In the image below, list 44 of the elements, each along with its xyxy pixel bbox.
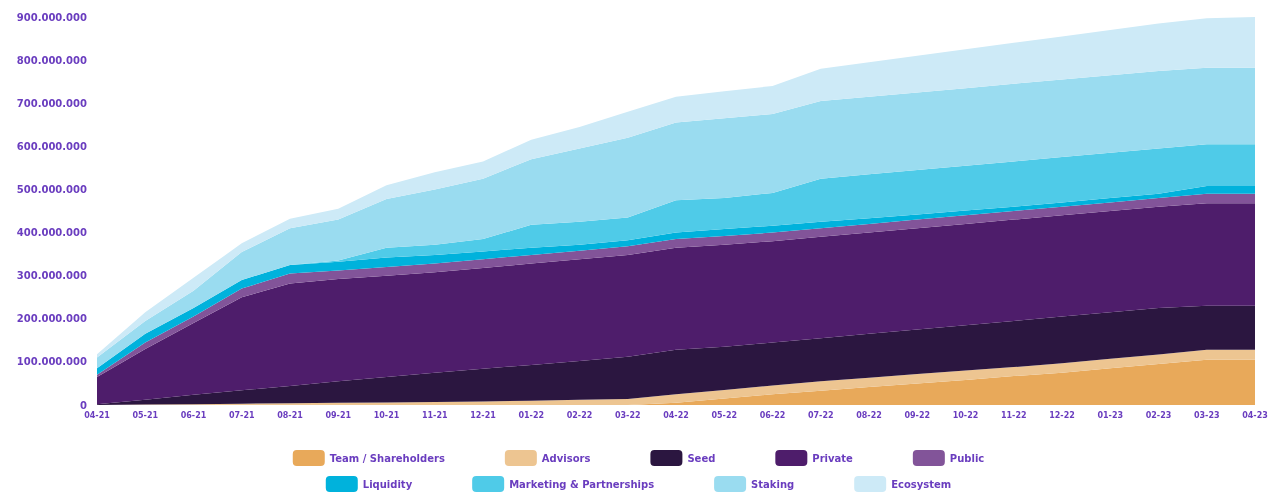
x-tick-label: 02-23 xyxy=(1145,410,1172,420)
x-tick-label: 09-21 xyxy=(325,410,352,420)
y-tick-label: 500.000.000 xyxy=(16,183,88,195)
x-tick-label: 05-21 xyxy=(132,410,159,420)
x-tick-label: 12-22 xyxy=(1049,410,1075,420)
legend-label: Team / Shareholders xyxy=(329,452,445,464)
x-tick-label: 03-22 xyxy=(614,410,641,420)
legend-label: Advisors xyxy=(541,452,591,464)
y-tick-label: 0 xyxy=(80,399,88,411)
legend-label: Public xyxy=(949,452,985,464)
y-tick-label: 100.000.000 xyxy=(16,356,88,368)
x-tick-label: 10-21 xyxy=(373,410,400,420)
legend-label: Ecosystem xyxy=(891,478,952,490)
x-tick-label: 04-21 xyxy=(84,410,111,420)
legend-label: Staking xyxy=(751,478,795,490)
x-tick-label: 01-22 xyxy=(518,410,545,420)
x-tick-label: 11-22 xyxy=(1000,410,1027,420)
x-tick-label: 09-22 xyxy=(904,410,931,420)
x-tick-label: 07-21 xyxy=(228,410,255,420)
legend-label: Marketing & Partnerships xyxy=(509,478,655,490)
x-tick-label: 05-22 xyxy=(711,410,738,420)
legend-label: Seed xyxy=(687,452,716,464)
y-tick-label: 200.000.000 xyxy=(16,313,88,325)
x-tick-label: 06-21 xyxy=(180,410,207,420)
x-tick-label: 04-23 xyxy=(1242,410,1268,420)
y-tick-label: 400.000.000 xyxy=(16,227,88,239)
y-tick-label: 900.000.000 xyxy=(16,11,88,23)
x-tick-label: 07-22 xyxy=(807,410,834,420)
x-tick-label: 10-22 xyxy=(952,410,979,420)
x-tick-label: 04-22 xyxy=(663,410,689,420)
legend-label: Private xyxy=(812,452,854,464)
x-tick-label: 01-23 xyxy=(1097,410,1124,420)
x-tick-label: 08-21 xyxy=(277,410,304,420)
x-tick-label: 06-22 xyxy=(759,410,786,420)
y-tick-label: 800.000.000 xyxy=(16,54,88,66)
legend-label: Liquidity xyxy=(362,478,413,490)
x-tick-label: 02-22 xyxy=(566,410,593,420)
x-tick-label: 03-23 xyxy=(1193,410,1220,420)
y-tick-label: 300.000.000 xyxy=(16,270,88,282)
y-tick-label: 700.000.000 xyxy=(16,97,88,109)
x-tick-label: 11-21 xyxy=(421,410,448,420)
x-tick-label: 12-21 xyxy=(470,410,497,420)
y-tick-label: 600.000.000 xyxy=(16,140,88,152)
x-tick-label: 08-22 xyxy=(856,410,882,420)
